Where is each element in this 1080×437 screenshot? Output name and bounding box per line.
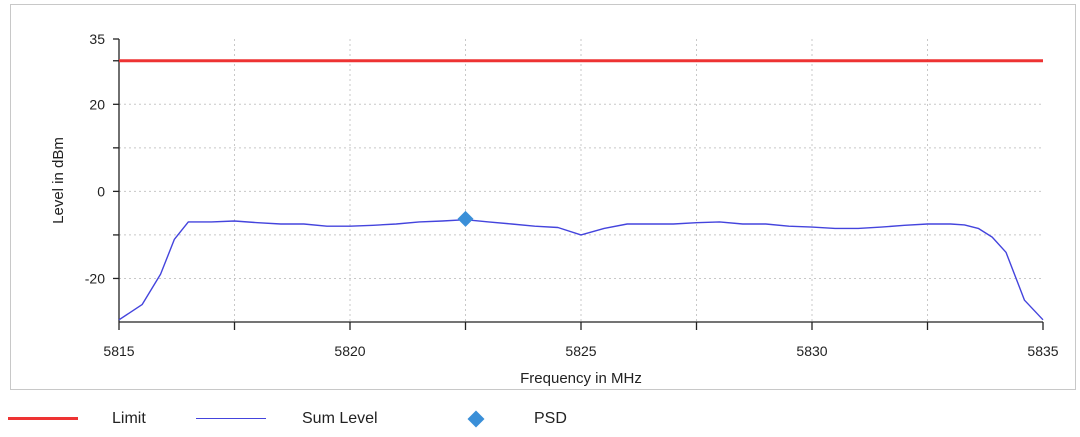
legend-item-psd: PSD bbox=[466, 400, 567, 437]
legend-swatch-psd bbox=[467, 410, 485, 427]
x-tick-label: 5825 bbox=[565, 343, 596, 359]
series bbox=[118, 59, 1044, 321]
y-tick-label: 35 bbox=[89, 31, 105, 47]
legend-label-psd: PSD bbox=[534, 409, 567, 427]
chart-frame: 5815 5820 5825 5830 5835 -20 0 20 35 Frequency i… bbox=[10, 4, 1076, 390]
legend: Limit Sum Level PSD bbox=[0, 400, 1080, 437]
y-axis-title: Level in dBm bbox=[50, 137, 67, 224]
x-tick-label: 5815 bbox=[103, 343, 134, 359]
y-tick-label: -20 bbox=[85, 270, 105, 286]
x-tick-label: 5830 bbox=[796, 343, 827, 359]
x-tick-label: 5820 bbox=[334, 343, 365, 359]
x-tick-label: 5835 bbox=[1027, 343, 1058, 359]
legend-label-sum-level: Sum Level bbox=[302, 409, 378, 427]
legend-item-limit: Limit bbox=[8, 400, 146, 437]
legend-swatch-sum-level bbox=[196, 417, 266, 420]
legend-swatch-limit bbox=[8, 417, 78, 420]
y-tick-label: 0 bbox=[97, 183, 105, 199]
y-tick-label: 20 bbox=[89, 96, 105, 112]
grid bbox=[119, 39, 1043, 323]
axes: 5815 5820 5825 5830 5835 -20 0 20 35 bbox=[85, 31, 1059, 359]
series-line-sum-level bbox=[118, 218, 1044, 321]
legend-label-limit: Limit bbox=[112, 409, 146, 427]
series-point-psd bbox=[457, 210, 474, 227]
legend-item-sum-level: Sum Level bbox=[196, 400, 378, 437]
x-axis-title: Frequency in MHz bbox=[520, 370, 642, 387]
chart-plot: 5815 5820 5825 5830 5835 -20 0 20 35 Frequency i… bbox=[50, 31, 1059, 387]
